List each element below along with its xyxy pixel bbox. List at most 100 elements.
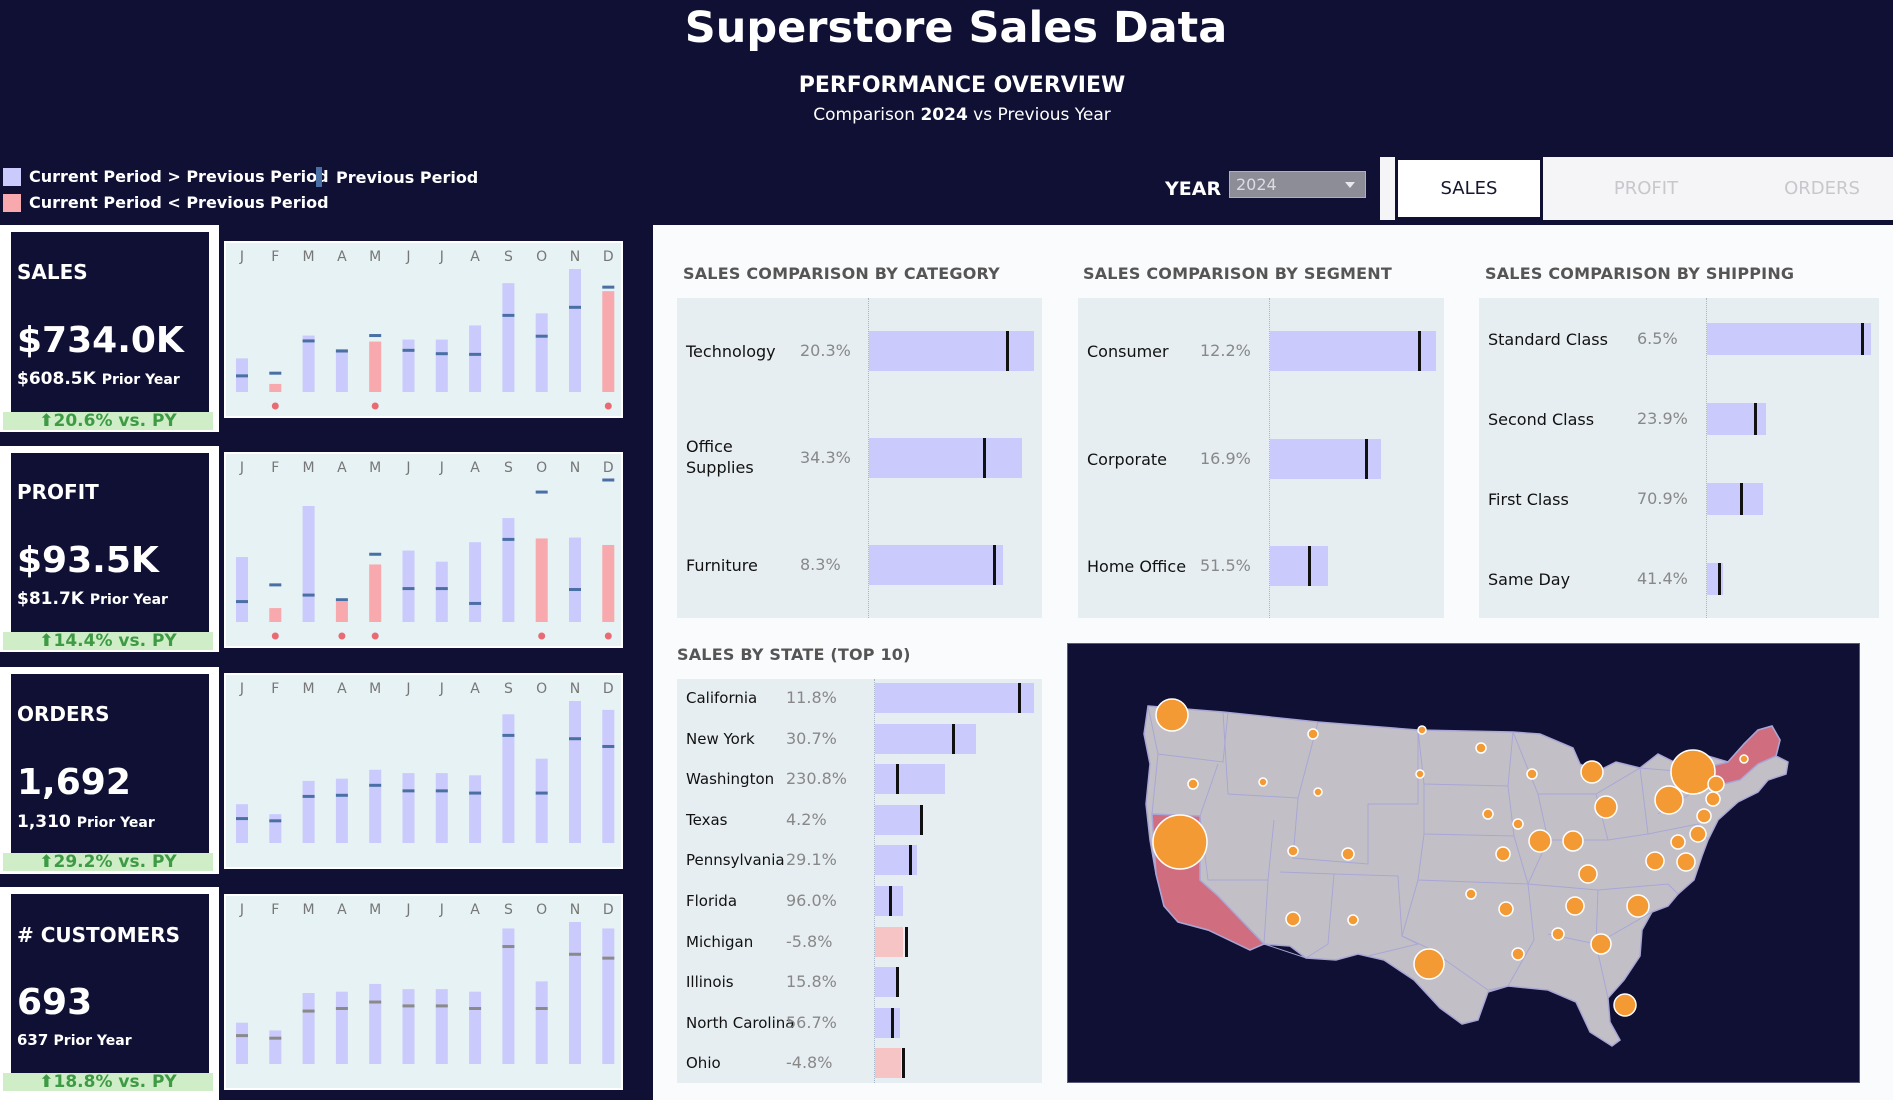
previous-mark — [469, 791, 482, 795]
previous-mark — [402, 587, 415, 591]
measure-tabs: SALES PROFIT ORDERS — [1380, 157, 1893, 220]
current-bar[interactable] — [869, 438, 1022, 478]
comparison-suffix: vs Previous Year — [967, 105, 1111, 125]
current-bar[interactable] — [869, 545, 1004, 585]
previous-mark — [502, 945, 515, 949]
row-name: Technology — [686, 342, 776, 361]
chevron-down-icon — [1345, 182, 1355, 188]
bubble-florida — [1613, 993, 1637, 1017]
state-pct: 30.7% — [786, 728, 837, 748]
kpi-prior-value: $81.7K — [17, 589, 84, 609]
state-current-bar[interactable] — [875, 723, 977, 754]
row-name: Standard Class — [1488, 330, 1608, 349]
bubble-virginia — [1645, 851, 1665, 871]
previous-mark — [236, 1034, 248, 1038]
row-pct: 34.3% — [800, 448, 851, 467]
month-label: S — [504, 249, 513, 265]
bubble-montana — [1307, 728, 1319, 740]
current-bar — [435, 989, 448, 1064]
state-current-bar[interactable] — [875, 804, 921, 835]
bubble-rhode-island — [1705, 791, 1721, 807]
bubble-illinois — [1528, 829, 1552, 853]
us-sales-map[interactable] — [1067, 643, 1860, 1083]
kpi-prior-suffix: Prior Year — [89, 592, 168, 608]
state-pct: -4.8% — [786, 1053, 833, 1073]
bubble-arkansas — [1498, 901, 1514, 917]
current-bar — [302, 993, 315, 1064]
bubble-idaho — [1258, 777, 1268, 787]
row-pct: 6.5% — [1637, 329, 1678, 348]
bubble-maryland — [1670, 834, 1686, 850]
legend-above-swatch — [3, 167, 21, 186]
month-label: J — [239, 249, 244, 265]
state-current-bar[interactable] — [875, 1048, 902, 1079]
current-bar — [335, 348, 348, 392]
bubble-ohio — [1594, 795, 1618, 819]
comparison-prefix: Comparison — [813, 105, 921, 125]
bubble-massachusetts — [1707, 775, 1725, 793]
kpi-value: 1,692 — [17, 762, 131, 803]
state-name: Florida — [686, 892, 738, 910]
state-pct: 11.8% — [786, 688, 837, 707]
bubble-missouri — [1495, 846, 1511, 862]
current-bar — [402, 989, 415, 1064]
month-label: F — [271, 460, 279, 476]
month-label: J — [239, 902, 244, 918]
year-dropdown[interactable]: 2024 — [1229, 171, 1366, 198]
tab-profit[interactable]: PROFIT — [1613, 178, 1679, 199]
tab-sales[interactable]: SALES — [1395, 157, 1543, 220]
bubble-texas — [1413, 948, 1445, 980]
legend-previous-swatch — [316, 167, 322, 187]
kpi-delta-badge: ⬆18.8% vs. PY — [3, 1073, 213, 1091]
row-pct: 12.2% — [1200, 341, 1251, 360]
month-label: N — [570, 681, 580, 697]
state-current-bar[interactable] — [875, 926, 904, 957]
row-name: Second Class — [1488, 410, 1595, 429]
shipping-title: SALES COMPARISON BY SHIPPING — [1485, 264, 1795, 283]
kpi-label: ORDERS — [17, 702, 110, 726]
kpi-value: $734.0K — [17, 320, 184, 361]
legend-previous-label: Previous Period — [336, 167, 479, 187]
below-dot — [271, 402, 279, 410]
month-label: O — [536, 681, 547, 697]
below-dot — [371, 402, 379, 410]
current-bar[interactable] — [1270, 546, 1328, 586]
current-bar[interactable] — [1707, 483, 1764, 515]
current-bar — [569, 701, 581, 843]
state-current-bar[interactable] — [875, 1007, 901, 1038]
previous-mark — [269, 371, 282, 375]
bubble-new-hampshire — [1739, 754, 1749, 764]
kpi-prior-year: 1,310 Prior Year — [17, 812, 155, 832]
state-current-bar[interactable] — [875, 967, 899, 998]
month-label: M — [303, 902, 315, 918]
bubble-new-mexico — [1347, 914, 1359, 926]
legend-above-label: Current Period > Previous Period — [29, 167, 329, 186]
current-bar — [369, 564, 382, 622]
current-bar — [569, 537, 581, 622]
month-label: J — [439, 249, 444, 265]
current-bar — [402, 339, 415, 392]
legend-above: Current Period > Previous Period — [3, 167, 329, 186]
state-bubbles — [1152, 698, 1749, 1017]
previous-mark — [1308, 546, 1312, 586]
previous-mark — [335, 598, 348, 602]
current-bar[interactable] — [1707, 323, 1871, 355]
current-bar — [502, 518, 515, 622]
previous-mark — [1740, 483, 1744, 515]
month-label: F — [271, 681, 279, 697]
current-bar — [569, 269, 581, 392]
current-bar[interactable] — [1270, 439, 1381, 479]
kpi-card-profit: PROFIT $93.5K $81.7K Prior Year ⬆14.4% v… — [0, 446, 219, 652]
previous-mark — [435, 789, 448, 793]
month-label: A — [470, 249, 480, 265]
state-current-bar[interactable] — [875, 683, 1034, 713]
current-bar — [602, 928, 615, 1064]
tab-orders[interactable]: ORDERS — [1784, 178, 1860, 199]
previous-mark — [369, 783, 382, 787]
us-map-graphic — [1143, 698, 1789, 1047]
month-label: D — [603, 681, 614, 697]
current-bar[interactable] — [1270, 331, 1436, 371]
state-current-bar[interactable] — [875, 764, 945, 795]
row-pct: 23.9% — [1637, 409, 1688, 428]
